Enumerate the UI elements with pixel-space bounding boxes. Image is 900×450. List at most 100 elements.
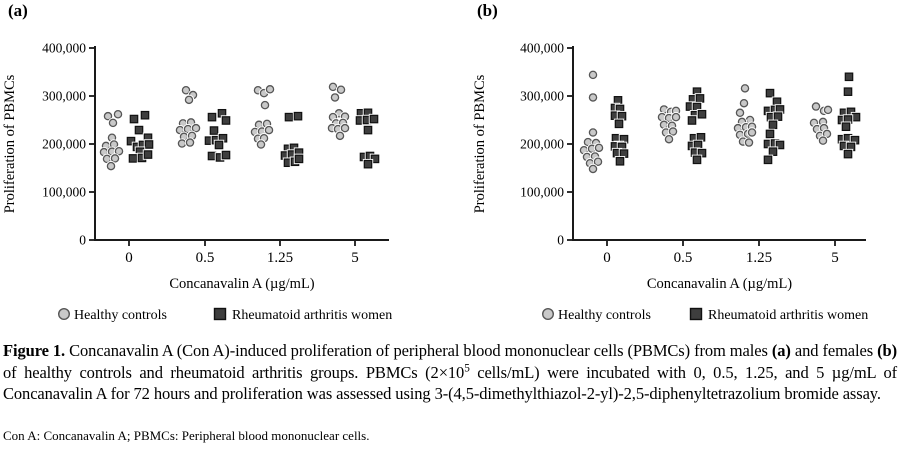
data-point-square [221,150,231,160]
data-point-square [768,120,778,130]
y-axis-tick-label: 100,000 [520,185,564,200]
data-point-circle [593,157,603,167]
x-axis-tick-label: 0 [603,250,611,266]
x-axis: 0 0.5 1.25 5 [572,239,866,266]
figure-footnote: Con A: Concanavalin A; PBMCs: Peripheral… [3,428,370,443]
data-point-circle [668,127,678,136]
y-axis-tick-label: 200,000 [42,137,86,152]
legend-healthy-marker [58,308,71,321]
x-axis-tick-label: 0.5 [196,250,215,266]
data-point-circle [177,139,187,148]
panel-b-chart: (b) 0 100,000 200,000 300,000 400,000 Prolifer… [472,1,868,323]
y-axis-tick-label: 200,000 [520,137,564,152]
legend: Healthy controls Rheumatoid arthritis wom… [58,307,392,323]
figure-caption: Figure 1. Concanavalin A (Con A)-induced… [3,341,897,403]
data-point-square [692,155,702,165]
data-point-circle [818,136,828,145]
data-point-square [207,112,217,122]
data-point-circle [110,154,120,163]
legend-healthy-label: Healthy controls [74,308,167,323]
data-point-square [765,129,775,139]
data-points-healthy [98,81,351,172]
data-point-circle [181,85,191,95]
data-point-square [293,111,303,121]
data-point-circle [671,112,681,122]
data-points-ra [125,107,381,170]
data-point-square [763,155,773,165]
x-axis-tick-label: 0 [125,250,133,266]
data-point-circle [588,164,598,174]
data-point-circle [747,128,757,137]
data-point-square [363,125,373,135]
x-axis-title: Concanavalin A (µg/mL) [169,276,314,292]
data-point-circle [340,123,350,133]
data-point-square [369,114,379,124]
data-point-circle [588,128,598,137]
data-point-circle [184,95,194,105]
legend-healthy-marker [541,308,554,321]
data-point-circle [264,125,274,135]
data-point-square [134,125,144,135]
data-point-circle [191,123,201,133]
data-point-circle [811,102,821,111]
legend-ra-marker [213,307,227,321]
data-point-square [209,126,219,135]
x-axis-tick-label: 5 [831,250,839,266]
data-point-square [697,109,707,119]
x-axis-tick-label: 1.25 [746,250,772,266]
data-point-square [294,154,304,164]
data-point-circle [265,85,275,94]
y-axis-tick-label: 0 [79,233,86,248]
data-point-circle [260,100,270,110]
data-point-circle [256,140,266,149]
data-point-square [768,147,778,156]
data-point-circle [740,84,750,93]
data-point-square [614,119,624,129]
data-point-circle [594,143,604,153]
data-point-square [144,140,154,149]
data-point-circle [735,108,745,118]
y-axis-tick-label: 0 [557,233,564,248]
data-point-square [143,150,153,159]
data-point-circle [823,105,833,115]
data-point-circle [113,109,123,119]
x-axis-tick-label: 0.5 [674,250,693,266]
data-point-circle [108,118,118,128]
data-point-circle [588,70,598,80]
data-point-square [773,112,783,121]
x-axis: 0 0.5 1.25 5 [94,239,389,266]
y-axis-tick-label: 300,000 [520,89,564,104]
data-point-circle [185,138,195,147]
data-point-square [214,140,224,150]
data-point-square [370,154,380,164]
legend-ra-marker [689,307,703,321]
data-point-square [843,87,853,96]
data-point-circle [588,93,598,102]
data-point-circle [103,111,113,121]
data-point-square [765,88,775,98]
data-point-square [851,112,861,122]
data-point-circle [336,85,346,95]
data-point-circle [739,98,749,108]
data-point-circle [664,134,674,144]
data-points-healthy [578,69,834,175]
data-point-square [843,149,853,159]
y-axis: 0 100,000 200,000 300,000 400,000 [42,41,96,248]
y-axis-title: Proliferation of PBMCs [2,74,18,213]
legend: Healthy controls Rheumatoid arthritis wom… [541,307,868,323]
x-axis-tick-label: 5 [351,250,359,266]
data-point-circle [330,93,340,102]
data-point-square [844,72,854,82]
data-point-square [126,136,136,146]
panel-label: (a) [8,1,28,20]
data-point-circle [114,146,124,156]
x-axis-tick-label: 1.25 [267,250,293,266]
legend-ra-label: Rheumatoid arthritis women [708,308,868,323]
y-axis-tick-label: 100,000 [42,185,86,200]
data-point-square [775,140,785,150]
y-axis: 0 100,000 200,000 300,000 400,000 [520,41,574,248]
data-point-square [615,156,625,166]
data-point-square [841,122,851,132]
x-axis-title: Concanavalin A (µg/mL) [647,276,792,292]
